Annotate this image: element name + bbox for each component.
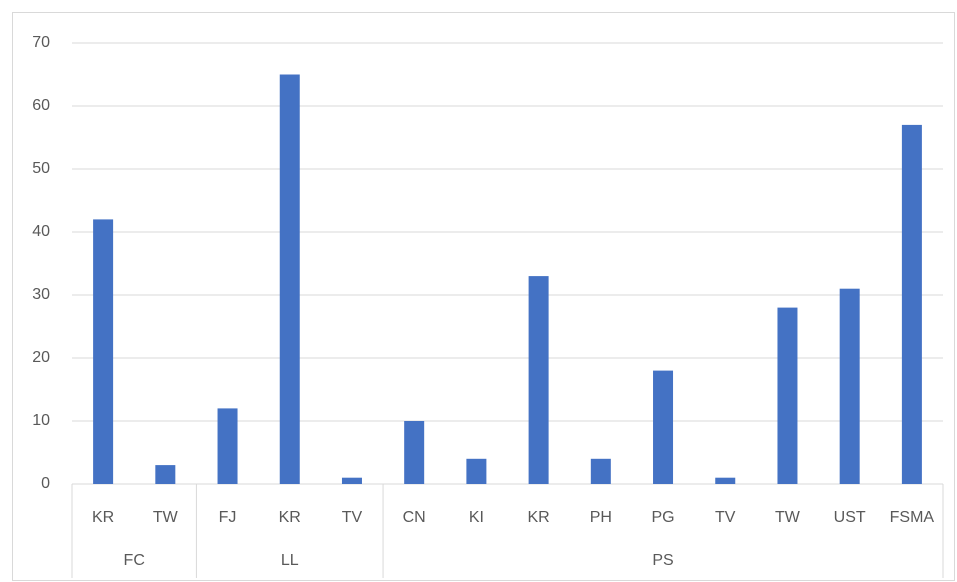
y-tick-label: 70 [32,34,50,51]
x-tick-label: TV [342,509,363,526]
group-label: LL [281,552,299,569]
x-tick-label: TW [153,509,179,526]
bar [715,477,736,484]
x-tick-label: UST [834,509,866,526]
bar [653,370,674,484]
y-tick-label: 40 [32,223,50,240]
x-tick-label: PH [590,509,612,526]
bar [839,288,860,484]
bar [466,458,487,484]
bar [341,477,362,484]
x-tick-label: KR [279,509,301,526]
x-tick-label: PG [651,509,674,526]
x-tick-label: KI [469,509,484,526]
group-label: PS [652,552,673,569]
bar [93,219,114,484]
x-tick-label: FJ [219,509,237,526]
bar [155,465,176,484]
y-tick-label: 50 [32,160,50,177]
bar [217,408,238,484]
x-tick-label: KR [527,509,549,526]
group-label: FC [124,552,145,569]
bar [279,74,300,484]
x-tick-label: CN [403,509,426,526]
y-tick-label: 60 [32,97,50,114]
y-tick-label: 20 [32,349,50,366]
x-tick-label: FSMA [890,509,935,526]
bar [777,307,798,484]
bar [590,458,611,484]
x-tick-label: KR [92,509,114,526]
x-tick-label: TW [775,509,801,526]
bar [901,124,922,485]
bar [528,276,549,484]
bar [404,421,425,484]
chart-border [12,12,955,581]
x-tick-label: TV [715,509,736,526]
y-tick-label: 10 [32,412,50,429]
y-tick-label: 30 [32,286,50,303]
y-tick-label: 0 [41,475,50,492]
